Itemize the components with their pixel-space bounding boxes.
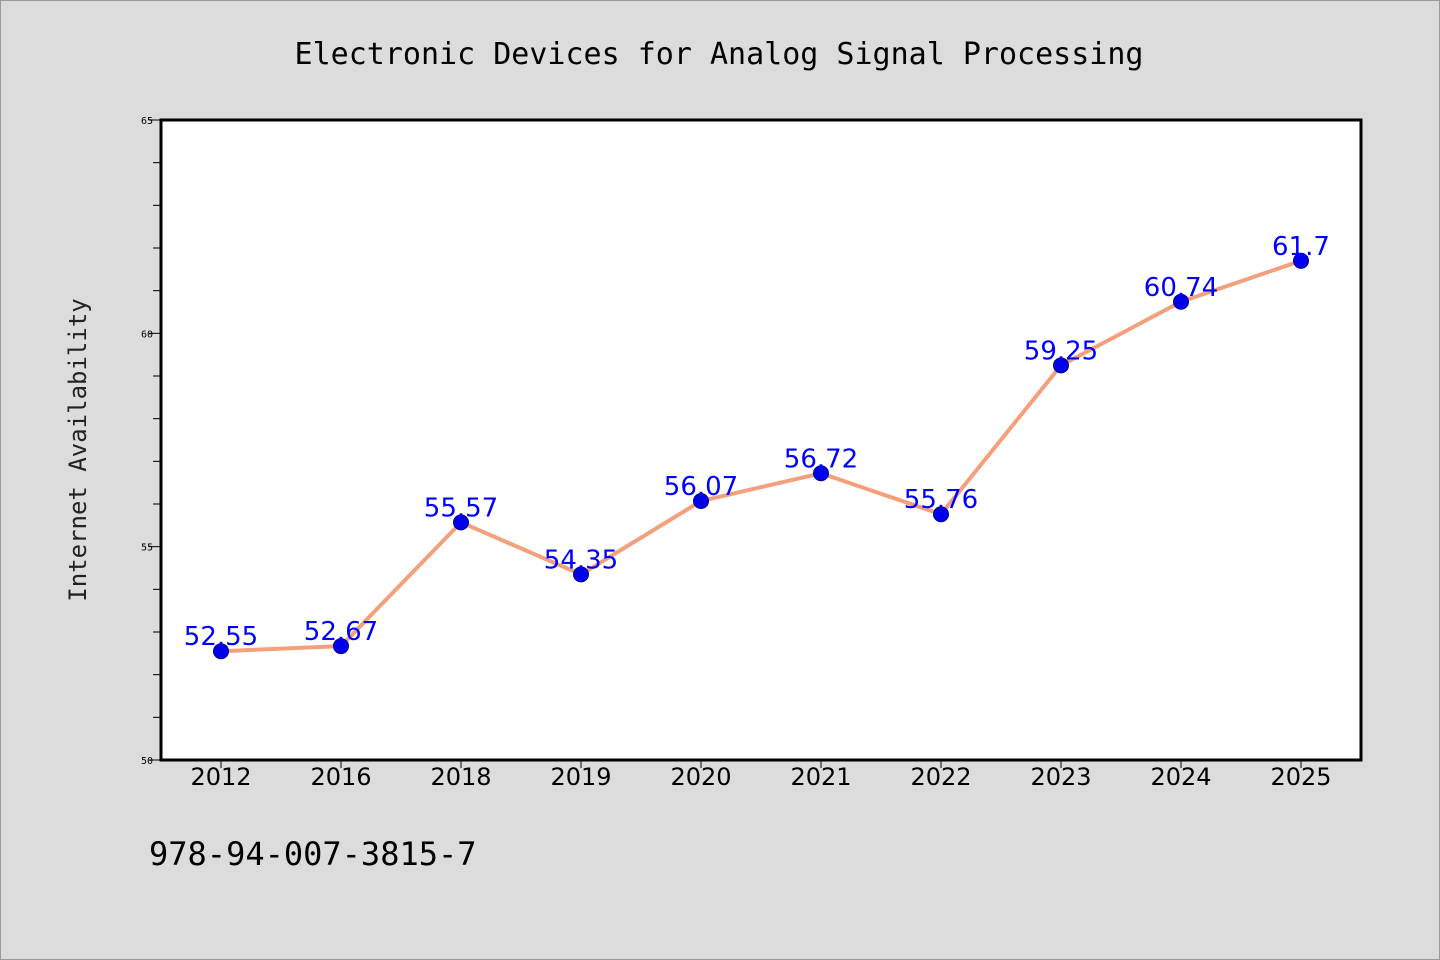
data-point	[213, 643, 229, 660]
chart-title: Electronic Devices for Analog Signal Pro…	[295, 37, 1144, 72]
x-tick-label: 2012	[190, 763, 251, 791]
x-tick-label: 2021	[790, 763, 851, 791]
footer-isbn: 978-94-007-3815-7	[149, 835, 477, 873]
x-tick-label: 2020	[670, 763, 731, 791]
data-label: 59.25	[1024, 336, 1098, 366]
x-tick-label: 2023	[1030, 763, 1091, 791]
data-point	[333, 638, 349, 655]
data-label: 55.76	[904, 485, 978, 515]
data-label: 61.7	[1272, 232, 1330, 262]
data-label: 52.55	[184, 622, 258, 652]
data-label: 54.35	[544, 545, 618, 575]
data-point	[573, 566, 589, 583]
x-tick-label: 2018	[430, 763, 491, 791]
data-point	[453, 514, 469, 531]
plot-area	[159, 118, 1363, 762]
data-label: 56.72	[784, 444, 858, 474]
data-label: 60.74	[1144, 273, 1218, 303]
y-tick-label: 60	[141, 329, 153, 340]
y-tick-label: 55	[141, 543, 153, 554]
x-tick-label: 2024	[1150, 763, 1211, 791]
x-tick-label: 2025	[1270, 763, 1331, 791]
x-axis: 2012 2016 2018 2019 2020 2021 2022 2023 2024 2025	[190, 760, 1332, 791]
data-label: 55.57	[424, 493, 498, 523]
data-label: 52.67	[304, 617, 378, 647]
x-tick-label: 2022	[910, 763, 971, 791]
series-group: 52.55 52.67 55.57 54.35 56.07 56.72 55.76 59.25…	[184, 232, 1330, 660]
data-point	[1053, 357, 1069, 374]
y-tick-label: 65	[141, 116, 153, 127]
x-tick-label: 2016	[310, 763, 371, 791]
data-point	[813, 465, 829, 482]
data-point	[933, 506, 949, 523]
series-line	[220, 258, 1302, 654]
data-point	[1293, 252, 1309, 269]
data-point	[693, 493, 709, 510]
y-axis: 50 55 60 65	[141, 116, 161, 767]
y-tick-label: 50	[141, 756, 153, 767]
data-label: 56.07	[664, 472, 738, 502]
y-axis-label: Internet Availability	[64, 298, 92, 601]
data-point	[1173, 293, 1189, 310]
x-tick-label: 2019	[550, 763, 611, 791]
